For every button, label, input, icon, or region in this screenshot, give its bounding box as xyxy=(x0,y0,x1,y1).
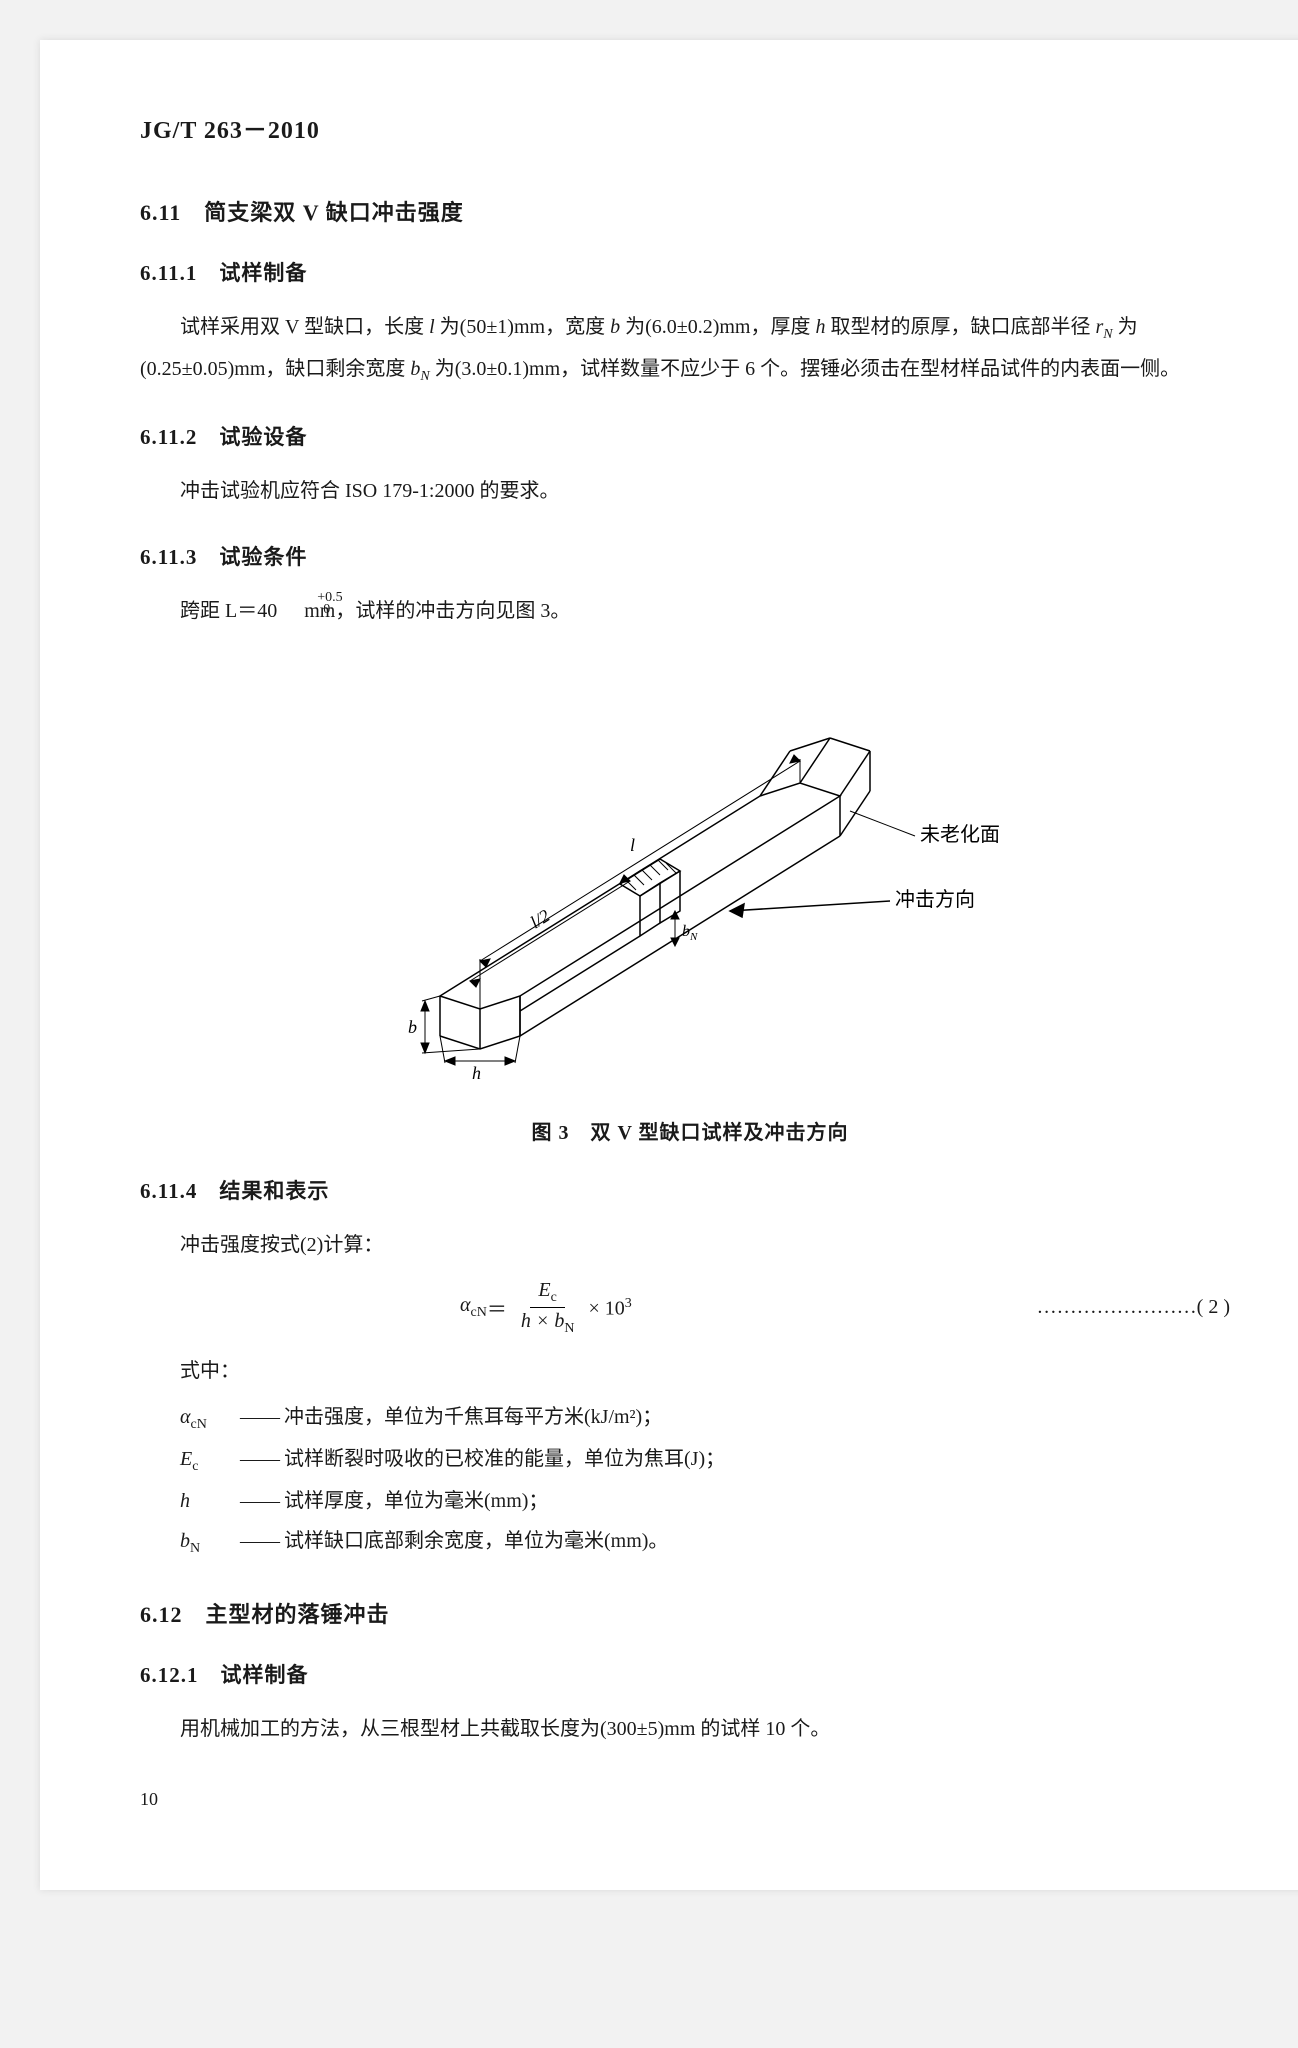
symbol-rN: rN xyxy=(1096,316,1113,338)
text: 试样采用双 V 型缺口，长度 xyxy=(180,316,429,338)
symbol-definitions: αcN——冲击强度，单位为千焦耳每平方米(kJ/m²)；Ec——试样断裂时吸收的… xyxy=(180,1397,1240,1563)
definition-dash: —— xyxy=(240,1439,284,1481)
para-6-12-1: 用机械加工的方法，从三根型材上共截取长度为(300±5)mm 的试样 10 个。 xyxy=(140,1709,1240,1749)
heading-6-11-2: 6.11.2 试验设备 xyxy=(140,421,1240,451)
definition-row: Ec——试样断裂时吸收的已校准的能量，单位为焦耳(J)； xyxy=(180,1439,1240,1481)
definition-symbol: h xyxy=(180,1481,240,1521)
figure-3-svg: l l/2 b xyxy=(330,661,1050,1091)
para-6-11-1: 试样采用双 V 型缺口，长度 l 为(50±1)mm，宽度 b 为(6.0±0.… xyxy=(140,307,1240,391)
definition-row: h——试样厚度，单位为毫米(mm)； xyxy=(180,1481,1240,1521)
formula-number: ( 2 ) xyxy=(1197,1296,1230,1318)
definition-row: αcN——冲击强度，单位为千焦耳每平方米(kJ/m²)； xyxy=(180,1397,1240,1439)
symbol-b: b xyxy=(610,316,620,338)
figure-3: l l/2 b xyxy=(140,661,1240,1096)
heading-6-11-4: 6.11.4 结果和表示 xyxy=(140,1175,1240,1205)
label-unaged-face: 未老化面 xyxy=(920,823,1000,846)
symbol-h: h xyxy=(816,316,826,338)
page-number: 10 xyxy=(140,1789,1240,1810)
definition-symbol: Ec xyxy=(180,1439,240,1481)
text: 为(6.0±0.2)mm，厚度 xyxy=(620,316,815,338)
heading-6-11: 6.11 简支梁双 V 缺口冲击强度 xyxy=(140,195,1240,227)
definition-dash: —— xyxy=(240,1521,284,1563)
formula-eq: ＝ xyxy=(487,1293,507,1322)
definition-text: 试样缺口底部剩余宽度，单位为毫米(mm)。 xyxy=(284,1521,668,1563)
para-6-11-2: 冲击试验机应符合 ISO 179-1:2000 的要求。 xyxy=(140,471,1240,511)
definition-text: 试样断裂时吸收的已校准的能量，单位为焦耳(J)； xyxy=(284,1439,725,1481)
heading-6-11-1: 6.11.1 试样制备 xyxy=(140,257,1240,287)
text: 跨距 L＝40 xyxy=(180,600,277,622)
formula-tail: × 103 xyxy=(588,1296,631,1321)
page: JG/T 263－2010 6.11 简支梁双 V 缺口冲击强度 6.11.1 … xyxy=(40,40,1298,1890)
formula-dots: …………………… xyxy=(1037,1296,1197,1318)
formula-2: αcN ＝ Ec h × bN × 103 ……………………( 2 ) xyxy=(140,1279,1240,1337)
symbol-bN: bN xyxy=(410,358,429,380)
definition-symbol: αcN xyxy=(180,1397,240,1439)
definition-dash: —— xyxy=(240,1481,284,1521)
formula-fraction: Ec h × bN xyxy=(513,1279,583,1337)
definition-row: bN——试样缺口底部剩余宽度，单位为毫米(mm)。 xyxy=(180,1521,1240,1563)
dim-b: b xyxy=(408,1017,417,1037)
definition-symbol: bN xyxy=(180,1521,240,1563)
where-label: 式中： xyxy=(140,1351,1240,1391)
heading-6-12: 6.12 主型材的落锤冲击 xyxy=(140,1597,1240,1629)
figure-3-caption: 图 3 双 V 型缺口试样及冲击方向 xyxy=(140,1116,1240,1145)
text: 取型材的原厚，缺口底部半径 xyxy=(826,316,1096,338)
text: 为(3.0±0.1)mm，试样数量不应少于 6 个。摆锤必须击在型材样品试件的内… xyxy=(430,358,1180,380)
dim-h: h xyxy=(472,1063,481,1083)
label-impact-direction: 冲击方向 xyxy=(895,888,975,911)
definition-dash: —— xyxy=(240,1397,284,1439)
tol-lower: 0 xyxy=(283,596,330,624)
para-6-11-3: 跨距 L＝40+0.50 mm，试样的冲击方向见图 3。 xyxy=(140,591,1240,631)
heading-6-12-1: 6.12.1 试样制备 xyxy=(140,1659,1240,1689)
para-6-11-4-lead: 冲击强度按式(2)计算： xyxy=(140,1225,1240,1265)
definition-text: 冲击强度，单位为千焦耳每平方米(kJ/m²)； xyxy=(284,1397,662,1439)
text: 为(50±1)mm，宽度 xyxy=(435,316,610,338)
heading-6-11-3: 6.11.3 试验条件 xyxy=(140,541,1240,571)
definition-text: 试样厚度，单位为毫米(mm)； xyxy=(284,1481,548,1521)
dim-l: l xyxy=(630,835,635,855)
standard-id: JG/T 263－2010 xyxy=(140,110,1240,145)
formula-lhs: αcN xyxy=(460,1294,487,1321)
